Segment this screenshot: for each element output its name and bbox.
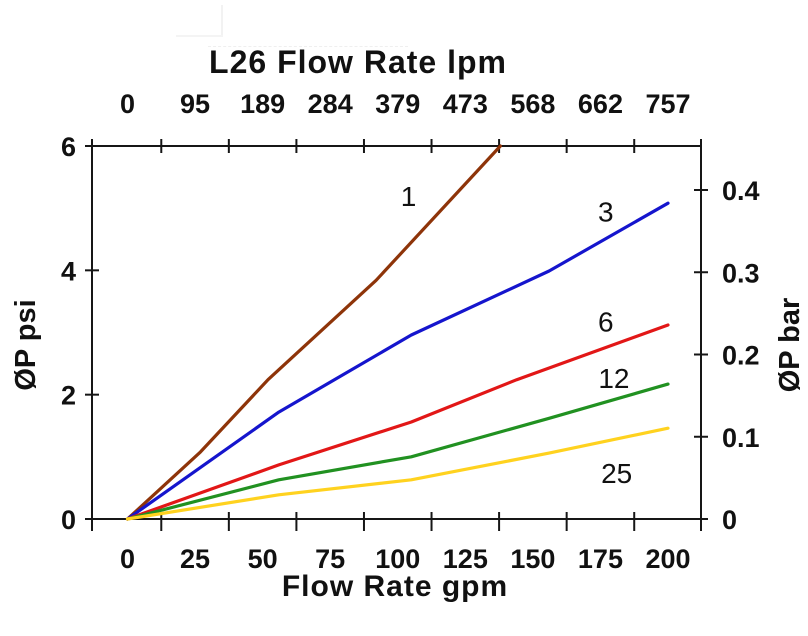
series-line-6 [125,323,670,521]
scan-artifact-horizontal [176,35,223,37]
bottom-axis-tick-label: 200 [645,544,690,574]
bottom-axis-tick-label: 150 [510,544,555,574]
top-axis-tick-label: 662 [578,89,623,119]
scan-artifact-vertical [221,5,223,36]
top-axis-tick-label: 379 [375,89,420,119]
bottom-axis-tick-label: 75 [315,544,345,574]
plot-frame [91,145,702,520]
series-line-25 [125,426,670,521]
left-axis-tick-label: 0 [61,505,76,535]
series-label-1: 1 [401,181,417,212]
top-axis-tick-label: 473 [443,89,488,119]
top-axis-tick-label: 95 [180,89,210,119]
x-axis-title: Flow Rate gpm [281,570,509,603]
top-axis-tick-label: 189 [240,89,285,119]
right-axis-tick-label: 0.3 [722,258,760,288]
y-axis-title-right: ØP bar [774,297,806,393]
right-axis-tick-label: 0 [722,505,737,535]
top-axis-tick-label: 568 [510,89,555,119]
series-line-12 [125,382,670,521]
left-axis-tick-label: 6 [61,132,76,162]
right-axis-tick-label: 0.4 [722,176,760,206]
left-axis-tick-label: 4 [61,256,76,286]
series-label-3: 3 [598,197,614,228]
y-axis-title-left: ØP psi [10,299,42,391]
scan-artifact-dots [208,46,408,47]
series-line-1 [125,144,502,521]
series-label-12: 12 [598,363,629,394]
series-label-6: 6 [598,307,614,338]
series-label-25: 25 [601,458,632,489]
right-axis-tick-label: 0.1 [722,423,760,453]
right-axis-tick-label: 0.2 [722,341,760,371]
bottom-axis-tick-label: 100 [375,544,420,574]
bottom-axis-tick-label: 50 [248,544,278,574]
series-line-3 [125,201,670,521]
bottom-axis-tick-label: 25 [180,544,210,574]
left-axis-tick-label: 2 [61,381,76,411]
chart-title: L26 Flow Rate lpm [209,44,507,80]
bottom-axis-tick-label: 175 [578,544,623,574]
bottom-axis-tick-label: 0 [120,544,135,574]
bottom-axis-tick-label: 125 [443,544,488,574]
top-axis-tick-label: 0 [120,89,135,119]
top-axis-tick-label: 757 [645,89,690,119]
top-axis-tick-label: 284 [308,89,353,119]
